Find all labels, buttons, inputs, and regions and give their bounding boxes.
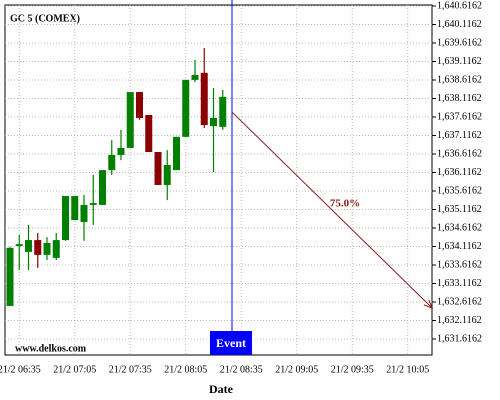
candle-body: [145, 115, 153, 153]
candle-body: [210, 117, 217, 127]
candle-body: [154, 152, 162, 185]
y-tick-label: 1,632.1162: [437, 315, 482, 326]
candle-body: [43, 243, 51, 255]
x-tick-label: 21/2 06:35: [0, 364, 41, 375]
candle-body: [62, 196, 69, 241]
y-tick-label: 1,636.1162: [437, 167, 482, 178]
y-tick-label: 1,640.1162: [437, 19, 482, 30]
candle-body: [89, 203, 97, 205]
watermark: www.delkos.com: [15, 343, 87, 354]
y-tick-label: 1,632.6162: [437, 296, 482, 307]
y-tick-label: 1,634.1162: [437, 241, 482, 252]
candle-body: [117, 147, 125, 155]
x-tick-label: 21/2 09:35: [331, 364, 374, 375]
event-label: Event: [216, 336, 246, 350]
candle-body: [126, 92, 134, 148]
candle-body: [136, 92, 143, 118]
x-tick-label: 21/2 08:35: [220, 364, 263, 375]
x-tick-label: 21/2 10:05: [386, 364, 429, 375]
candle-body: [163, 164, 171, 185]
candle-body: [108, 154, 116, 171]
x-tick-label: 21/2 07:35: [109, 364, 152, 375]
candle-body: [6, 247, 14, 306]
candle-body: [219, 96, 227, 127]
y-tick-label: 1,635.6162: [437, 185, 482, 196]
y-tick-label: 1,636.6162: [437, 148, 482, 159]
y-tick-label: 1,638.6162: [437, 74, 482, 85]
candle-body: [25, 240, 32, 252]
candle-body: [182, 79, 190, 137]
candle-body: [173, 136, 180, 171]
event-box: [210, 331, 252, 355]
plot-area: [4, 4, 433, 356]
candle-body: [99, 170, 106, 205]
y-tick-label: 1,631.6162: [437, 333, 482, 344]
candle-body: [71, 196, 79, 221]
y-tick-label: 1,635.1162: [437, 204, 482, 215]
chart-title: GC 5 (COMEX): [10, 13, 80, 24]
y-tick-label: 1,634.6162: [437, 222, 482, 233]
candle-body: [52, 240, 60, 258]
x-axis-label: Date: [209, 382, 234, 396]
candle-body: [34, 240, 42, 255]
x-tick-label: 21/2 07:05: [53, 364, 96, 375]
y-tick-label: 1,637.1162: [437, 130, 482, 141]
arrow-label: 75.0%: [330, 198, 360, 210]
candle-body: [191, 75, 199, 80]
candle-body: [80, 204, 88, 222]
y-tick-label: 1,639.1162: [437, 56, 482, 67]
x-tick-label: 21/2 08:05: [164, 364, 207, 375]
arrow: [231, 111, 433, 309]
candle-body: [15, 244, 23, 246]
y-tick-label: 1,638.1162: [437, 93, 482, 104]
y-tick-label: 1,633.6162: [437, 259, 482, 270]
x-tick-label: 21/2 09:05: [275, 364, 318, 375]
candle-body: [200, 72, 208, 125]
y-tick-label: 1,633.1162: [437, 278, 482, 289]
arrow-head: [423, 299, 434, 310]
y-tick-label: 1,639.6162: [437, 37, 482, 48]
y-tick-label: 1,640.6162: [437, 0, 482, 11]
y-tick-label: 1,637.6162: [437, 111, 482, 122]
